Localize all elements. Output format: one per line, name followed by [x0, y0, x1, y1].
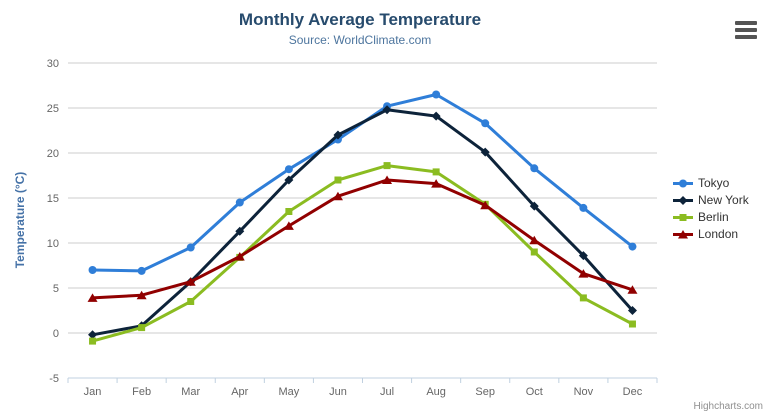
legend-marker-square-icon	[673, 214, 693, 221]
series-marker-tokyo[interactable]	[88, 266, 97, 274]
legend-marker-diamond-icon	[673, 196, 693, 205]
y-axis-label: 0	[53, 328, 59, 340]
series-marker-tokyo[interactable]	[432, 90, 441, 99]
series-line-london[interactable]	[91, 178, 634, 300]
series-marker-tokyo[interactable]	[284, 165, 293, 174]
y-axis-label: -5	[49, 373, 59, 385]
x-axis-label: Aug	[426, 386, 446, 398]
y-axis-label: 5	[53, 283, 59, 295]
y-axis-title: Temperature (°C)	[13, 171, 27, 269]
series-marker-london[interactable]	[332, 191, 343, 201]
legend-symbol[interactable]	[679, 179, 687, 188]
legend-item-berlin[interactable]: Berlin	[672, 209, 749, 226]
series-marker-new-york[interactable]	[480, 147, 490, 157]
burger-bar	[735, 35, 757, 39]
y-axis-label: 20	[47, 148, 59, 160]
series-berlin	[89, 162, 636, 345]
x-axis-label: Dec	[623, 386, 643, 398]
legend-symbol[interactable]	[678, 230, 688, 239]
series-marker-berlin[interactable]	[628, 320, 636, 328]
series-marker-new-york[interactable]	[627, 306, 637, 315]
x-axis-label: Oct	[526, 386, 543, 398]
series-marker-london[interactable]	[431, 179, 442, 188]
series-marker-berlin[interactable]	[285, 208, 293, 215]
series-london	[87, 175, 638, 302]
series-marker-new-york[interactable]	[431, 111, 441, 121]
series-marker-new-york[interactable]	[333, 130, 343, 140]
series-marker-berlin[interactable]	[579, 294, 587, 302]
series-marker-tokyo[interactable]	[137, 266, 146, 275]
series-marker-london[interactable]	[627, 285, 638, 294]
x-axis-label: Apr	[231, 386, 248, 398]
x-axis-label: Nov	[574, 386, 594, 398]
series-marker-tokyo[interactable]	[481, 119, 490, 128]
series-marker-new-york[interactable]	[235, 226, 245, 236]
legend-item-tokyo[interactable]: Tokyo	[672, 175, 749, 192]
burger-bar	[735, 28, 757, 32]
series-marker-berlin[interactable]	[187, 298, 195, 305]
series-marker-tokyo[interactable]	[186, 243, 195, 252]
series-marker-new-york[interactable]	[529, 201, 539, 211]
y-axis-label: 15	[47, 193, 59, 205]
legend-label: Tokyo	[698, 176, 730, 190]
x-axis-label: May	[278, 386, 299, 398]
legend-marker-circle-icon	[673, 179, 693, 188]
legend-label: Berlin	[698, 210, 729, 224]
x-axis-label: Jun	[329, 386, 347, 398]
chart-title: Monthly Average Temperature	[238, 10, 482, 29]
x-axis-label: Feb	[132, 386, 151, 398]
x-axis-label: Sep	[475, 386, 495, 398]
series-new-york	[88, 105, 637, 340]
series-marker-london[interactable]	[87, 293, 98, 302]
series-marker-london[interactable]	[185, 277, 196, 286]
series-marker-berlin[interactable]	[530, 248, 538, 256]
series-marker-london[interactable]	[234, 252, 245, 261]
series-marker-london[interactable]	[136, 290, 147, 300]
series-marker-berlin[interactable]	[138, 324, 146, 332]
context-menu-icon[interactable]	[735, 21, 757, 39]
y-axis-label: 30	[47, 58, 59, 70]
series-marker-tokyo[interactable]	[530, 164, 539, 173]
x-axis-label: Jan	[84, 386, 102, 398]
series-tokyo	[88, 90, 637, 275]
series-marker-new-york[interactable]	[284, 175, 294, 185]
series-marker-berlin[interactable]	[89, 337, 97, 345]
series-marker-tokyo[interactable]	[235, 198, 244, 207]
series-marker-london[interactable]	[529, 235, 540, 245]
legend-label: New York	[698, 193, 749, 207]
y-axis-label: 10	[47, 238, 59, 250]
series-marker-tokyo[interactable]	[579, 203, 588, 212]
series-line-berlin[interactable]	[91, 164, 634, 343]
series-marker-berlin[interactable]	[334, 176, 342, 184]
series-marker-new-york[interactable]	[382, 105, 392, 115]
legend-item-london[interactable]: London	[672, 226, 749, 243]
x-axis-label: Jul	[380, 386, 394, 398]
series-marker-london[interactable]	[578, 269, 589, 278]
legend: Tokyo New York Berlin London	[672, 175, 749, 243]
credits-link[interactable]: Highcharts.com	[693, 401, 763, 412]
series-marker-berlin[interactable]	[383, 162, 391, 170]
series-marker-new-york[interactable]	[578, 251, 588, 261]
series-marker-london[interactable]	[480, 200, 491, 210]
chart-subtitle: Source: WorldClimate.com	[288, 33, 432, 47]
x-axis-label: Mar	[181, 386, 200, 398]
legend-symbol[interactable]	[679, 214, 687, 221]
series-marker-berlin[interactable]	[432, 168, 440, 176]
series-marker-new-york[interactable]	[88, 330, 98, 340]
series-marker-london[interactable]	[382, 175, 393, 185]
legend-symbol[interactable]	[678, 196, 688, 205]
y-axis-label: 25	[47, 103, 59, 115]
series-marker-tokyo[interactable]	[628, 242, 637, 251]
legend-item-new-york[interactable]: New York	[672, 192, 749, 209]
burger-bar	[735, 21, 757, 25]
legend-label: London	[698, 227, 739, 241]
legend-marker-triangle-icon	[673, 230, 693, 239]
series-marker-london[interactable]	[283, 221, 294, 230]
series-line-new-york[interactable]	[91, 108, 634, 337]
